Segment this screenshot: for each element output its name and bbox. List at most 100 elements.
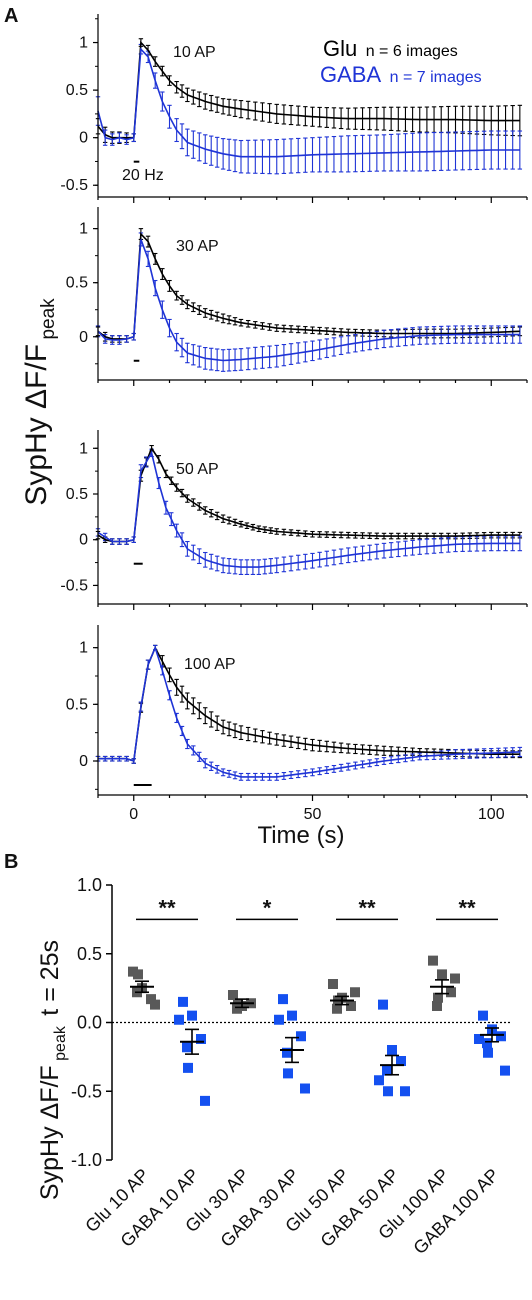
data-point (478, 1010, 488, 1021)
panel-a-letter: A (4, 5, 18, 27)
x-tick-label: 50 (304, 806, 322, 823)
x-tick-label: 0 (129, 806, 138, 823)
gaba-errorbars (95, 448, 523, 576)
panel-b-ylabel-main: SypHy ΔF/F (36, 1065, 64, 1200)
y-ticks: 1 0.5 0 -0.5 (60, 18, 98, 194)
significance-label: * (263, 895, 272, 920)
subplot-10ap: 1 0.5 0 -0.5 10 AP 20 Hz (60, 14, 528, 203)
data-point (350, 987, 360, 998)
data-point (187, 1010, 197, 1021)
y-tick-label: 1 (79, 221, 88, 238)
significance-label: ** (158, 895, 176, 920)
data-point (182, 1042, 192, 1053)
y-tick-label: 0.5 (66, 275, 88, 292)
data-point (433, 992, 443, 1003)
data-point (196, 1034, 206, 1044)
x-ticks: 0 50 100 (97, 795, 528, 823)
subplot-title: 30 AP (176, 238, 219, 255)
x-ticks (97, 604, 528, 610)
y-tick-label: 0 (79, 532, 88, 549)
glu-errorbars (95, 228, 523, 343)
y-tick-label: 0.5 (77, 944, 102, 964)
legend-gaba-entry: GABA n = 7 images (320, 62, 482, 87)
data-point (283, 1068, 293, 1079)
y-tick-label: -0.5 (71, 1081, 102, 1101)
data-point (200, 1095, 210, 1106)
y-tick-label: 0.5 (66, 696, 88, 713)
data-point (287, 1010, 297, 1021)
data-point (178, 996, 188, 1007)
data-point (346, 1001, 356, 1011)
legend: Glu n = 6 images GABA n = 7 images (320, 36, 482, 87)
subplot-30ap: 10.50 30 AP (66, 207, 528, 386)
data-point (233, 999, 243, 1010)
data-point (482, 1038, 492, 1049)
gaba-series-line (97, 47, 520, 158)
data-point (150, 999, 160, 1010)
data-point (300, 1083, 310, 1094)
legend-gaba-n: n = 7 images (390, 69, 482, 86)
subplot-scatter: 1.00.50.0-0.5-1.0 ** * ** ** Glu 10 APGABA … (71, 875, 512, 1258)
y-tick-label: 1 (79, 35, 88, 52)
data-point (282, 1047, 292, 1058)
data-point (383, 1086, 393, 1097)
data-point (474, 1034, 484, 1044)
data-points (128, 955, 510, 1106)
subplot-title: 10 AP (173, 44, 216, 61)
y-tick-label: 0.5 (66, 486, 88, 503)
glu-series-line (97, 232, 520, 340)
data-point (374, 1075, 384, 1086)
significance-markers: ** * ** ** (136, 895, 498, 920)
data-point (274, 1014, 284, 1025)
glu-series-line (97, 446, 520, 543)
data-point (437, 969, 447, 980)
gaba-series-line (97, 450, 520, 568)
y-tick-label: 1 (79, 440, 88, 457)
x-tick-label: 100 (478, 806, 505, 823)
data-point (396, 1056, 406, 1066)
legend-glu-entry: Glu n = 6 images (323, 36, 458, 61)
significance-label: ** (358, 895, 376, 920)
data-point (332, 1003, 342, 1014)
data-point (432, 1001, 442, 1011)
panel-b-ylabel-sub: peak (52, 1025, 69, 1061)
y-ticks: 10.50 (66, 221, 98, 365)
y-ticks: 10.50 (66, 640, 98, 790)
significance-label: ** (458, 895, 476, 920)
data-point (378, 999, 388, 1010)
data-point (387, 1045, 397, 1055)
legend-glu-n: n = 6 images (366, 43, 458, 60)
stimulus-label: 20 Hz (122, 167, 164, 184)
x-ticks (97, 197, 528, 203)
data-point (228, 990, 238, 1000)
data-point (382, 1065, 392, 1076)
panel-b-ylabel: SypHy ΔF/F peak t = 25s (36, 940, 69, 1200)
y-ticks: 1 0.5 0 -0.5 (60, 440, 98, 594)
panel-a-ylabel-main: SypHy ΔF/F (20, 344, 53, 506)
y-tick-label: -1.0 (71, 1150, 102, 1170)
data-point (400, 1086, 410, 1097)
glu-series-line (98, 645, 520, 763)
glu-series-line (97, 40, 520, 139)
subplot-title: 50 AP (176, 461, 219, 478)
y-tick-label: -0.5 (60, 577, 88, 594)
data-point (328, 979, 338, 989)
y-tick-label: -0.5 (60, 177, 88, 194)
subplot-title: 100 AP (184, 656, 236, 673)
data-point (296, 1031, 306, 1042)
data-point (428, 955, 438, 966)
legend-gaba-label: GABA (320, 62, 381, 87)
data-point (446, 987, 456, 998)
gaba-series-line (98, 645, 520, 778)
data-point (483, 1047, 493, 1058)
data-point (278, 994, 288, 1005)
panel-b-ylabel-suffix: t = 25s (36, 940, 64, 1016)
data-point (183, 1062, 193, 1073)
y-ticks: 1.0 0.5 0.0 -0.5 -1.0 (71, 875, 112, 1170)
panel-a-ylabel: SypHy ΔF/F peak (20, 298, 59, 506)
subplot-50ap: 1 0.5 0 -0.5 50 AP (60, 430, 528, 610)
data-point (174, 1014, 184, 1025)
gaba-errorbars (95, 644, 523, 781)
y-tick-label: 0.0 (77, 1013, 102, 1033)
